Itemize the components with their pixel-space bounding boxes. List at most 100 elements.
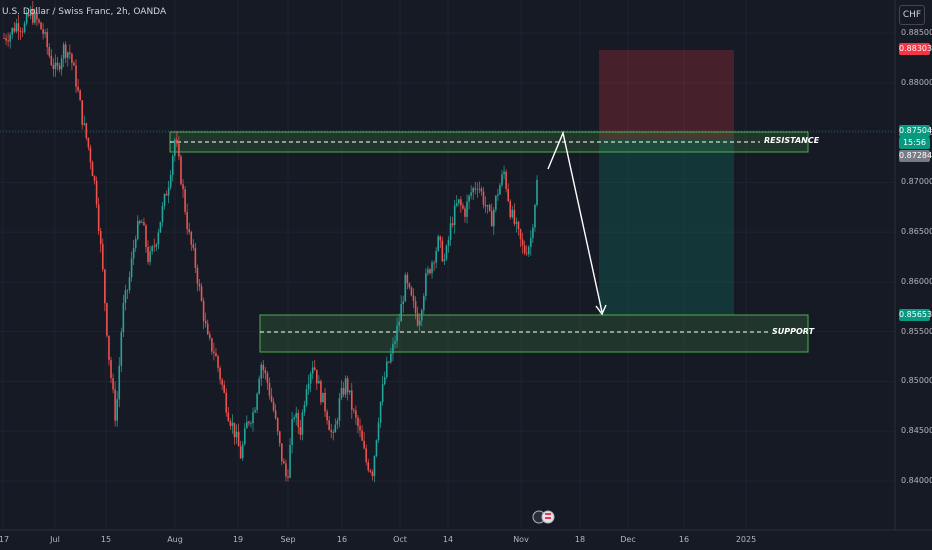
candle-body (441, 240, 444, 262)
projection-arrowhead (595, 304, 607, 316)
candle-body (523, 245, 526, 254)
candle-body (367, 462, 370, 471)
x-tick-label: Sep (280, 535, 296, 544)
candle-body (519, 229, 522, 240)
candle-body (534, 205, 536, 228)
candle-body (190, 231, 193, 245)
candle-body (530, 238, 532, 247)
support-zone[interactable] (259, 314, 809, 353)
candle-body (182, 184, 184, 190)
candle-body (276, 418, 279, 432)
candle-body (322, 392, 324, 403)
candle-body (110, 360, 112, 379)
candle-body (77, 86, 79, 91)
event-markers-icon[interactable] (532, 510, 555, 524)
candle-body (196, 267, 199, 284)
candle-body (60, 58, 63, 70)
candle-body (297, 412, 300, 428)
candle-body (373, 456, 376, 477)
candles (3, 0, 538, 483)
candle-body (17, 23, 20, 32)
y-tick-label: 0.84500 (901, 426, 932, 436)
candle-body (355, 410, 357, 418)
candle-body (264, 370, 267, 374)
candle-body (188, 229, 191, 232)
candle-body (406, 274, 409, 284)
candle-body (398, 321, 400, 326)
candle-body (239, 446, 242, 459)
candle-body (99, 230, 102, 245)
candle-body (525, 253, 528, 255)
candle-body (62, 44, 65, 59)
candle-body (19, 31, 22, 32)
candle-body (379, 401, 382, 423)
candle-body (287, 476, 289, 478)
projection-path[interactable] (547, 130, 603, 313)
candle-body (149, 251, 151, 262)
candle-body (40, 22, 42, 30)
candle-body (301, 412, 304, 435)
candle-body (375, 439, 378, 457)
candle-body (412, 295, 415, 301)
candle-body (476, 189, 479, 191)
candle-body (511, 209, 514, 218)
candle-body (332, 431, 335, 433)
candle-body (451, 223, 454, 226)
candle-body (509, 201, 512, 218)
y-tick-label: 0.88000 (901, 77, 932, 87)
candle-body (139, 221, 141, 223)
candle-body (427, 269, 429, 274)
candle-body (223, 384, 225, 393)
x-tick-label: 18 (574, 535, 586, 544)
candle-body (5, 38, 7, 41)
symbol-title[interactable]: U.S. Dollar / Swiss Franc, 2h, OANDA (2, 7, 167, 17)
candle-body (462, 205, 464, 209)
candle-body (400, 304, 402, 322)
candle-body (416, 313, 419, 326)
candle-body (106, 303, 108, 336)
candle-body (486, 205, 489, 207)
candle-body (66, 52, 69, 58)
candle-body (50, 55, 53, 65)
candle-body (348, 390, 351, 393)
candle-body (204, 320, 207, 324)
candle-body (97, 204, 100, 231)
candle-body (303, 404, 306, 413)
candle-body (167, 187, 170, 196)
candle-body (478, 188, 481, 190)
candle-body (480, 188, 483, 192)
candle-body (120, 332, 123, 366)
candle-body (474, 188, 477, 190)
candle-body (488, 205, 491, 211)
candle-body (435, 250, 437, 263)
candle-body (91, 162, 94, 177)
reward-area[interactable] (599, 139, 734, 315)
current-price-label: 0.87504 (899, 125, 932, 137)
candle-body (143, 222, 145, 226)
candle-body (256, 393, 258, 411)
candle-body (176, 139, 178, 144)
candle-body (34, 12, 36, 23)
candle-body (371, 471, 374, 477)
candle-body (25, 13, 28, 24)
candle-body (211, 338, 213, 352)
candle-body (503, 171, 505, 175)
currency-button[interactable]: CHF (899, 5, 925, 25)
candle-body (215, 353, 217, 357)
candle-body (104, 269, 106, 304)
candle-body (130, 258, 133, 278)
countdown-label: 15:56 (899, 137, 930, 149)
candle-body (227, 412, 230, 421)
risk-area[interactable] (599, 50, 734, 139)
candle-body (338, 398, 341, 421)
candle-body (274, 410, 277, 419)
candle-body (497, 194, 499, 196)
candle-body (460, 199, 462, 206)
candle-body (213, 351, 215, 354)
candle-body (192, 244, 195, 248)
candle-body (470, 192, 472, 196)
candle-body (124, 290, 127, 304)
candle-body (410, 287, 413, 296)
candle-body (23, 23, 26, 33)
